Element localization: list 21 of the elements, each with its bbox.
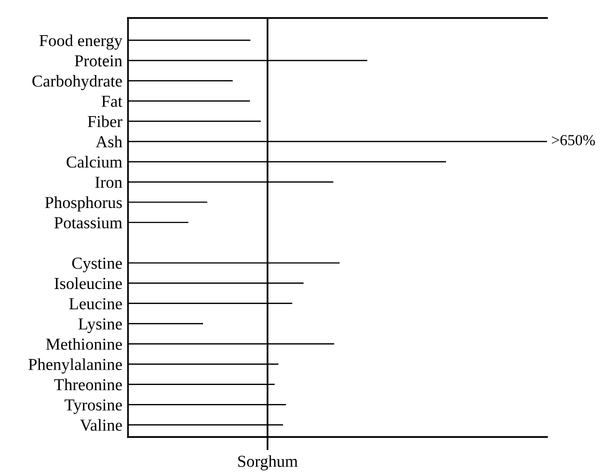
y-tick-label: Tyrosine bbox=[64, 399, 122, 414]
y-tick-label: Isoleucine bbox=[54, 277, 122, 290]
y-tick-label: Carbohydrate bbox=[32, 74, 122, 90]
y-tick-label: Potassium bbox=[54, 217, 122, 228]
y-tick-label: Fat bbox=[102, 96, 122, 107]
y-tick-label: Valine bbox=[80, 419, 122, 431]
y-tick-label: Fiber bbox=[88, 115, 122, 128]
y-tick-label: Leucine bbox=[69, 298, 122, 310]
y-tick-label: Food energy bbox=[39, 34, 122, 50]
y-tick-label: Phosphorus bbox=[45, 196, 122, 212]
y-tick-label: Calcium bbox=[66, 156, 122, 168]
y-tick-label: Protein bbox=[74, 55, 122, 66]
y-tick-label: Threonine bbox=[54, 378, 122, 390]
y-tick-label: Methionine bbox=[46, 338, 122, 350]
y-tick-label: Ash bbox=[96, 136, 122, 148]
y-tick-label: Iron bbox=[95, 176, 122, 188]
y-tick-label: Phenylalanine bbox=[28, 358, 122, 374]
ref-line-label: Sorghum bbox=[238, 455, 298, 470]
y-tick-label: Cystine bbox=[72, 258, 122, 272]
annotation: >650% bbox=[552, 134, 595, 146]
y-tick-label: Lysine bbox=[78, 318, 122, 334]
